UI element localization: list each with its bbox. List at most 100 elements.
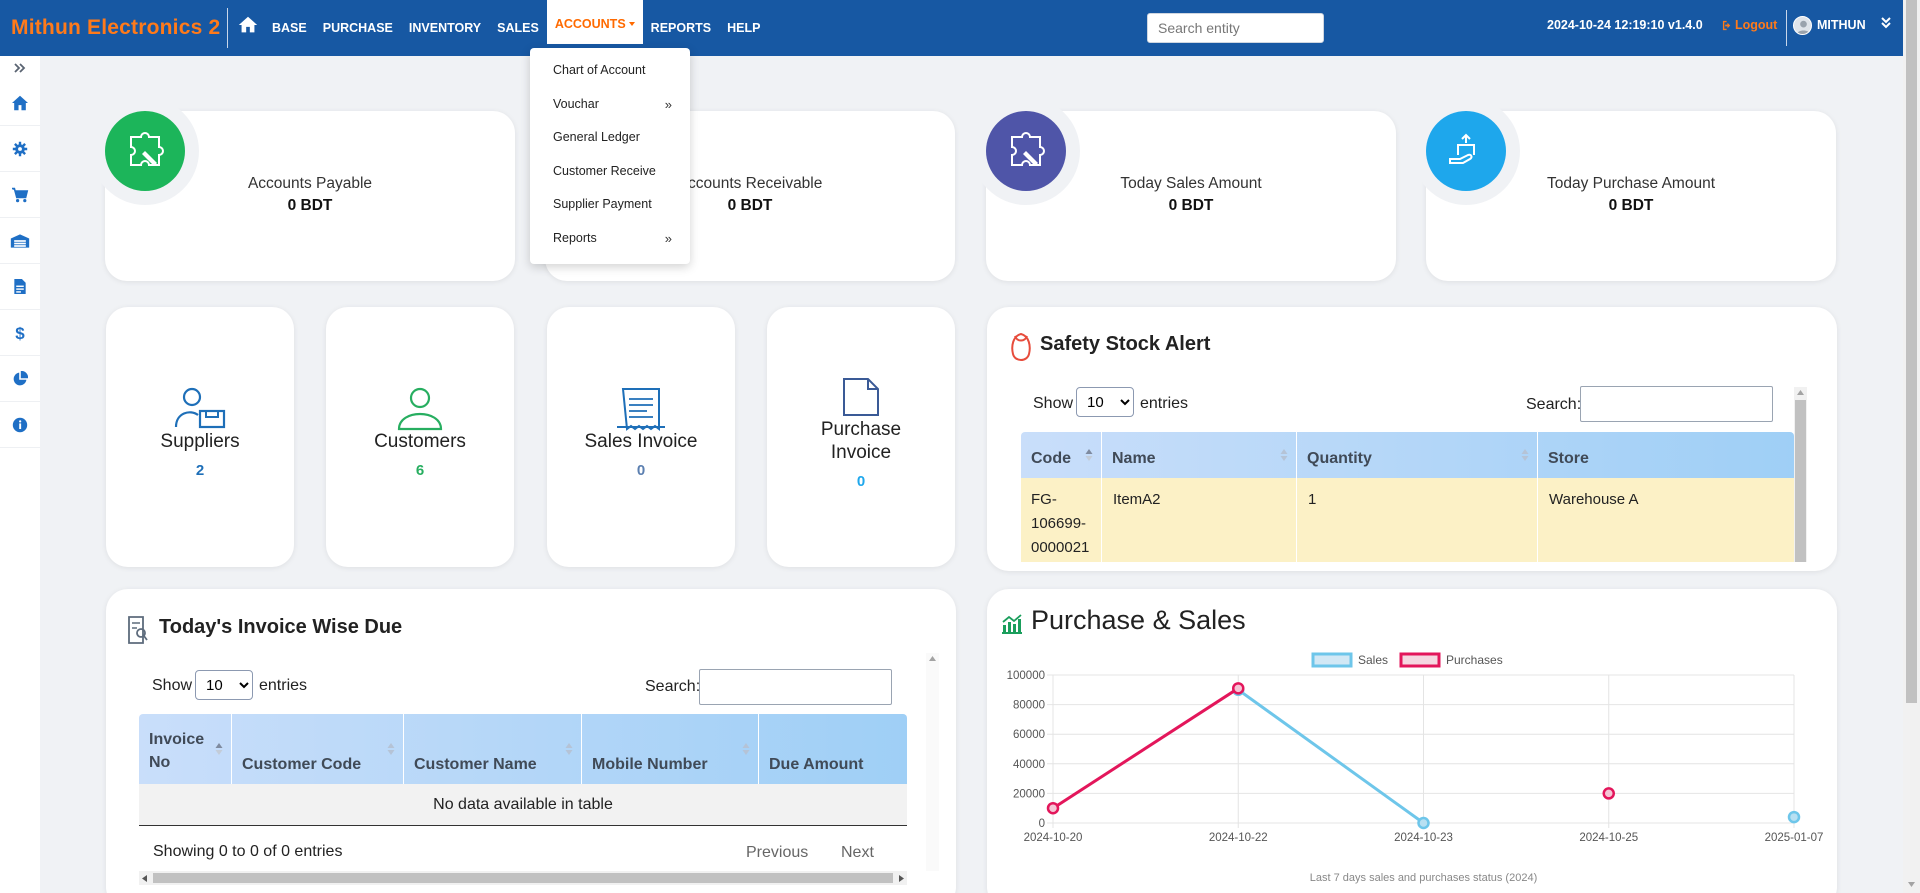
stat-card-accounts-payable: Accounts Payable 0 BDT: [91, 97, 515, 281]
line-chart-icon: [1002, 614, 1022, 634]
scroll-left-icon: [142, 875, 147, 882]
column-header[interactable]: Code: [1021, 432, 1102, 478]
table-header: Code Name Quantity Store: [1021, 432, 1794, 478]
user-name[interactable]: MITHUN: [1817, 18, 1866, 32]
logout-link[interactable]: Logout: [1722, 18, 1777, 32]
menu-item-vouchar[interactable]: Vouchar »: [553, 97, 672, 112]
page-scrollbar[interactable]: [1903, 0, 1920, 893]
chevron-double-down-icon[interactable]: [1880, 16, 1892, 30]
legend-swatch-sales: [1311, 652, 1353, 668]
sort-icon: [1280, 449, 1288, 461]
stat-label: Accounts Payable: [247, 175, 373, 192]
summary-card-sales-invoice[interactable]: Sales Invoice 0: [547, 307, 735, 567]
panel-title: Today's Invoice Wise Due: [159, 616, 403, 638]
next-button[interactable]: Next: [841, 844, 874, 861]
chart-title: Purchase & Sales: [1031, 605, 1246, 635]
menu-item-label: Chart of Account: [553, 63, 646, 77]
sidebar-item-help[interactable]: [0, 402, 40, 448]
column-header[interactable]: Store: [1538, 432, 1794, 478]
column-header[interactable]: Name: [1102, 432, 1297, 478]
summary-card-purchase-invoice[interactable]: Purchase Invoice 0: [767, 307, 955, 567]
table-header: Invoice No Customer Code Customer Name Mo…: [139, 714, 907, 784]
column-header[interactable]: Customer Code: [232, 714, 404, 784]
stat-label: Today Purchase Amount: [1546, 175, 1716, 192]
menu-purchase[interactable]: PURCHASE: [322, 21, 393, 35]
entries-select[interactable]: 10: [195, 670, 253, 700]
menu-base[interactable]: BASE: [272, 21, 307, 35]
horizontal-scrollbar[interactable]: [139, 871, 907, 885]
sidebar-item-purchase[interactable]: [0, 172, 40, 218]
cell-code: FG- 106699- 0000021: [1021, 478, 1102, 562]
menu-inventory[interactable]: INVENTORY: [408, 21, 482, 35]
y-tick-label: 60000: [1013, 729, 1045, 741]
menu-accounts[interactable]: ACCOUNTS: [546, 0, 643, 44]
sidebar-item-inventory[interactable]: [0, 218, 40, 264]
expand-icon: [14, 63, 26, 73]
summary-card-suppliers[interactable]: Suppliers 2: [106, 307, 294, 567]
sidebar: $: [0, 56, 40, 893]
menu-item-general-ledger[interactable]: General Ledger: [553, 130, 672, 144]
scrollbar-thumb[interactable]: [153, 873, 893, 883]
entries-label: entries: [1140, 395, 1189, 412]
data-point: [1046, 801, 1060, 815]
avatar[interactable]: [1793, 16, 1812, 35]
caret-down-icon: [628, 22, 635, 26]
sidebar-item-settings[interactable]: [0, 126, 40, 172]
search-label: Search:: [645, 678, 701, 695]
column-header[interactable]: Quantity: [1297, 432, 1538, 478]
menu-item-chart-of-account[interactable]: Chart of Account: [553, 63, 672, 77]
sidebar-item-reports[interactable]: [0, 356, 40, 402]
table-scrollbar[interactable]: [1794, 387, 1807, 562]
sort-icon: [387, 743, 395, 755]
menu-item-customer-receive[interactable]: Customer Receive: [553, 164, 672, 178]
cell-name: ItemA2: [1102, 478, 1297, 562]
sidebar-item-home[interactable]: [0, 80, 40, 126]
menu-item-reports[interactable]: Reports »: [553, 231, 672, 246]
home-icon[interactable]: [237, 14, 259, 36]
dollar-icon: $: [15, 324, 25, 342]
menu-item-supplier-payment[interactable]: Supplier Payment: [553, 197, 672, 211]
menu-reports[interactable]: REPORTS: [650, 21, 712, 35]
search-entity-input[interactable]: [1147, 13, 1324, 43]
column-header[interactable]: Mobile Number: [582, 714, 759, 784]
header-label: Name: [1112, 450, 1156, 467]
brand-logo[interactable]: Mithun Electronics 2: [11, 16, 221, 39]
previous-button[interactable]: Previous: [746, 844, 809, 861]
entries-select[interactable]: 10: [1076, 387, 1134, 417]
sidebar-expand[interactable]: [0, 56, 40, 80]
summary-card-customers[interactable]: Customers 6: [326, 307, 514, 567]
menu-item-label: Reports: [553, 231, 597, 245]
menu-sales[interactable]: SALES: [497, 21, 539, 35]
cart-icon: [12, 187, 29, 202]
table-row[interactable]: FG- 106699- 0000021 ItemA2 1 Warehouse A: [1021, 478, 1794, 562]
column-header[interactable]: Invoice No: [139, 714, 232, 784]
column-header[interactable]: Due Amount: [759, 714, 907, 784]
cell-store: Warehouse A: [1549, 491, 1639, 508]
header-label: Customer Code: [242, 756, 362, 773]
y-tick-label: 40000: [1013, 759, 1045, 771]
header-label: Quantity: [1307, 450, 1372, 467]
summary-count: 0: [856, 473, 866, 490]
search-input[interactable]: [1580, 386, 1773, 422]
x-tick-label: 2025-01-07: [1765, 832, 1824, 844]
scrollbar-thumb[interactable]: [1795, 400, 1806, 562]
user-divider: [1786, 10, 1787, 46]
hand-money-icon: [1426, 111, 1506, 191]
table-scrollbar[interactable]: [926, 653, 939, 871]
top-navbar: Mithun Electronics 2 BASE PURCHASE INVEN…: [0, 0, 1920, 56]
scroll-up-icon: [929, 656, 936, 661]
search-input[interactable]: [699, 669, 892, 705]
panel-title: Safety Stock Alert: [1040, 333, 1211, 355]
data-point: [1417, 816, 1430, 830]
sidebar-item-accounts[interactable]: $: [0, 310, 40, 356]
stat-value: 0 BDT: [1608, 197, 1654, 214]
menu-help[interactable]: HELP: [727, 21, 761, 35]
alert-icon: [1011, 332, 1031, 361]
sidebar-item-sales[interactable]: [0, 264, 40, 310]
summary-label: Invoice: [830, 442, 892, 463]
nav-divider: [227, 8, 228, 48]
column-header[interactable]: Customer Name: [404, 714, 582, 784]
x-tick-label: 2024-10-23: [1394, 832, 1453, 844]
scrollbar-thumb[interactable]: [1906, 0, 1917, 703]
invoice-due-panel: Today's Invoice Wise Due Show 10 entries…: [106, 589, 956, 893]
